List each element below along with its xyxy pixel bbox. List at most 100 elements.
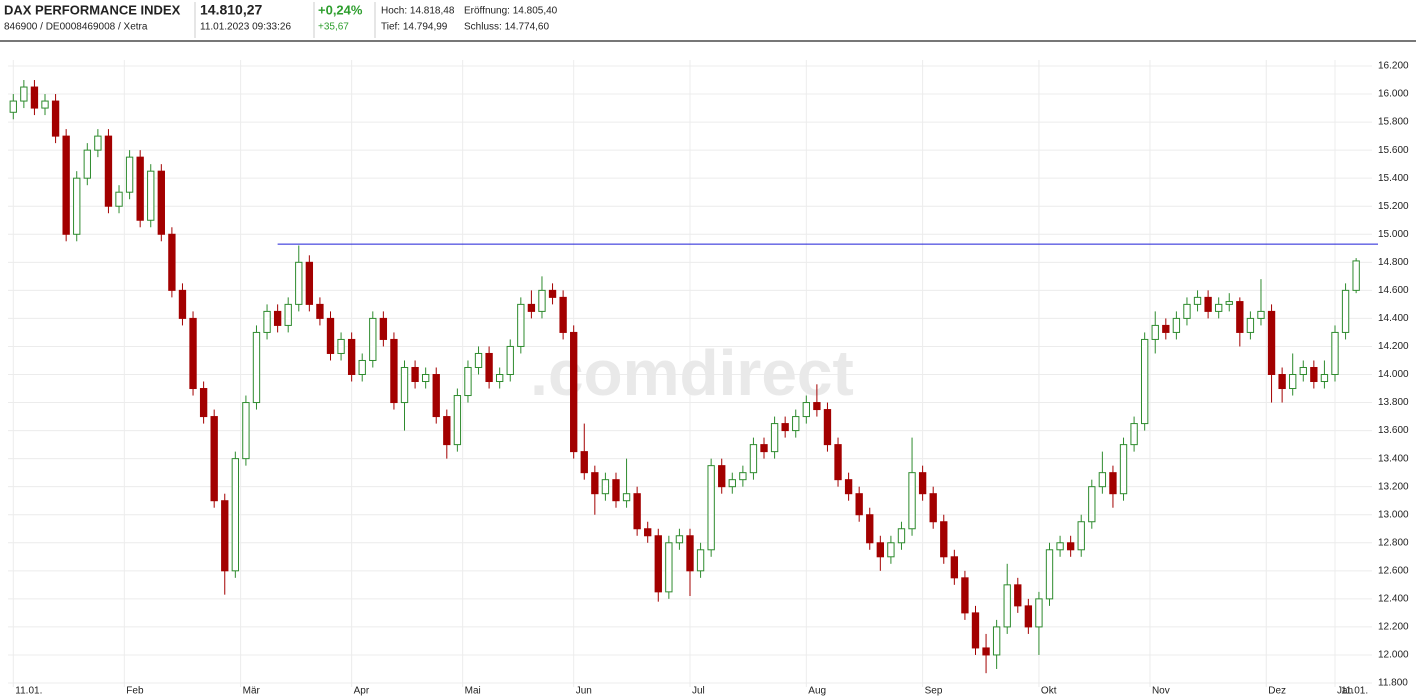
candle-body <box>1331 331 1339 376</box>
candle-body <box>1215 303 1223 312</box>
candle-body <box>62 135 70 235</box>
candle-body <box>1352 260 1360 291</box>
candle-body <box>612 479 620 502</box>
candle-body <box>295 261 303 305</box>
candle-body <box>781 423 789 432</box>
candle-body <box>432 374 440 418</box>
candle-body <box>1246 317 1255 333</box>
y-tick-label: 11.800 <box>1378 678 1408 689</box>
x-tick-label: Aug <box>808 686 826 697</box>
candle-body <box>1236 301 1244 333</box>
candle-body <box>834 444 842 481</box>
candle-body <box>1289 374 1297 390</box>
candle-body <box>1024 605 1033 628</box>
y-tick-label: 15.200 <box>1378 201 1409 212</box>
x-tick-label: 11.01. <box>15 686 42 697</box>
candle-body <box>718 465 726 488</box>
ids: 846900 / DE0008469008 / Xetra <box>4 22 148 33</box>
candle-body <box>654 535 662 593</box>
candle-body <box>1183 303 1191 319</box>
title: DAX PERFORMANCE INDEX <box>4 2 181 17</box>
candle-body <box>1267 310 1276 376</box>
header: DAX PERFORMANCE INDEX 846900 / DE0008469… <box>0 2 1416 42</box>
y-tick-label: 12.000 <box>1378 650 1409 661</box>
candle-body <box>73 177 81 235</box>
y-tick-label: 14.600 <box>1378 285 1409 296</box>
candle-body <box>897 528 906 544</box>
change-pct: +0,24% <box>318 2 363 17</box>
candle-body <box>1225 301 1233 305</box>
candle-body <box>252 331 261 404</box>
candle-body <box>231 458 240 572</box>
candle-body <box>1066 542 1075 551</box>
candle-body <box>284 303 292 326</box>
x-tick-label: Jul <box>692 686 705 697</box>
candle-body <box>813 402 821 411</box>
candle-body <box>792 416 800 432</box>
candle-body <box>940 521 948 558</box>
price: 14.810,27 <box>200 2 262 18</box>
candle-body <box>41 100 49 109</box>
candle-body <box>1045 549 1054 600</box>
candle-body <box>527 303 536 312</box>
candle-body <box>411 366 419 383</box>
watermark: .comdirect <box>530 337 854 409</box>
candle-body <box>305 261 314 305</box>
candle-body <box>496 374 504 383</box>
candle-body <box>104 135 113 207</box>
candle-body <box>665 542 673 593</box>
y-tick-label: 16.200 <box>1378 61 1409 72</box>
x-tick-label: Apr <box>354 686 370 697</box>
candle-body <box>675 535 684 544</box>
candle-body <box>485 352 493 383</box>
candle-body <box>770 423 779 453</box>
candle-body <box>844 479 853 495</box>
candle-body <box>83 149 91 179</box>
candle-body <box>548 289 557 298</box>
candle-body <box>379 317 388 340</box>
y-tick-label: 13.200 <box>1378 481 1409 492</box>
candle-body <box>51 100 60 137</box>
candle-body <box>1278 374 1286 390</box>
candle-body <box>1035 598 1043 628</box>
candle-body <box>887 542 895 558</box>
candle-body <box>739 472 747 481</box>
candle-body <box>453 395 462 446</box>
change-abs: +35,67 <box>318 22 349 33</box>
candle-body <box>1077 521 1085 551</box>
candle-body <box>918 472 927 495</box>
y-tick-label: 15.800 <box>1378 117 1409 128</box>
candle-body <box>633 493 641 530</box>
candle-body <box>20 86 28 102</box>
y-tick-label: 12.800 <box>1378 537 1409 548</box>
candle-body <box>178 289 187 319</box>
candle-body <box>189 317 197 390</box>
candle-body <box>1204 296 1212 312</box>
candle-body <box>580 451 588 474</box>
x-tick-label: Dez <box>1268 686 1286 697</box>
y-tick-label: 13.800 <box>1378 397 1409 408</box>
candle-body <box>591 472 599 495</box>
candle-body <box>210 416 218 502</box>
candle-body <box>760 444 768 453</box>
candle-body <box>876 542 884 558</box>
candle-body <box>929 493 937 523</box>
candle-body <box>94 135 102 151</box>
x-tick-label: Mai <box>465 686 481 697</box>
y-tick-label: 14.400 <box>1378 313 1409 324</box>
prev-close: Schluss: 14.774,60 <box>464 22 549 33</box>
y-tick-label: 12.200 <box>1378 622 1409 633</box>
candle-body <box>1193 296 1202 305</box>
candle-body <box>517 303 525 347</box>
x-tick-label: Sep <box>925 686 943 697</box>
candle-body <box>696 549 705 572</box>
x-tick-label: Jan <box>1337 686 1353 697</box>
candle-body <box>1109 472 1117 495</box>
y-tick-label: 14.000 <box>1378 369 1409 380</box>
y-tick-label: 15.600 <box>1378 145 1409 156</box>
day-high: Hoch: 14.818,48 <box>381 6 455 17</box>
candle-body <box>30 86 39 109</box>
candle-body <box>358 359 366 375</box>
candle-body <box>1320 374 1329 383</box>
